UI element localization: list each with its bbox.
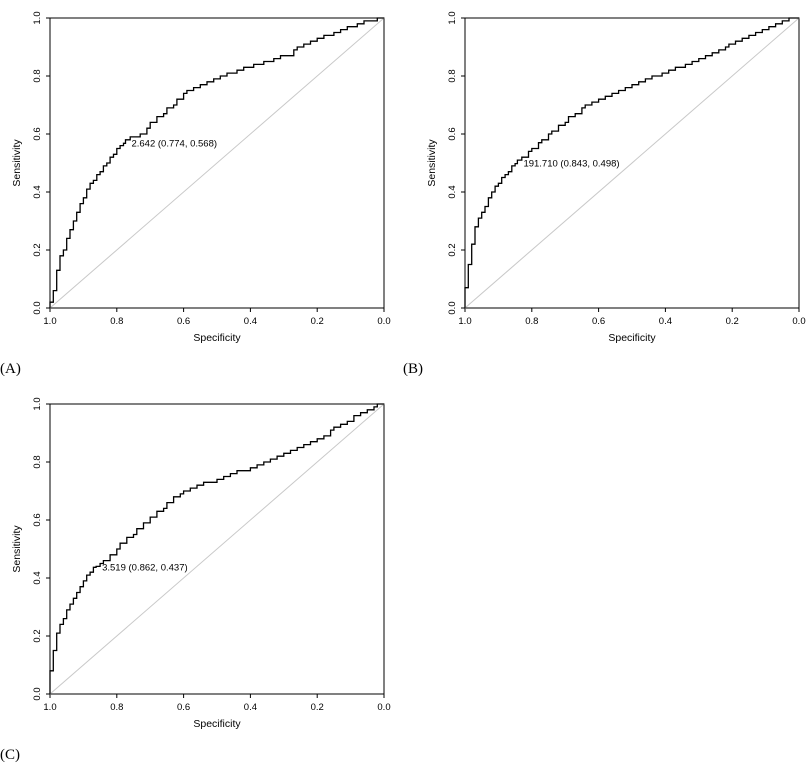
- y-tick-label: 0.6: [447, 127, 458, 140]
- roc-plot-svg: 1.0 0.8 0.6 0.4 0.2 0.0 0.0 0.2 0.4 0.6 0.8 1.0 Spec…: [11, 11, 391, 344]
- x-tick-label: 0.0: [377, 702, 390, 713]
- y-tick-label: 0.6: [32, 513, 43, 526]
- panel-label-a: (A): [0, 361, 21, 377]
- x-tick-label: 0.4: [659, 316, 672, 327]
- panel-label-b: (B): [403, 361, 423, 377]
- x-tick-label: 0.4: [244, 316, 257, 327]
- roc-panel-b: 1.0 0.8 0.6 0.4 0.2 0.0 0.0 0.2 0.4 0.6 0.8 1.0 Spec…: [403, 0, 806, 386]
- y-tick-label: 1.0: [447, 11, 458, 24]
- roc-curve: [464, 17, 799, 308]
- x-tick-label: 0.6: [177, 316, 190, 327]
- x-tick-label: 0.2: [311, 702, 324, 713]
- roc-chart-b: 1.0 0.8 0.6 0.4 0.2 0.0 0.0 0.2 0.4 0.6 0.8 1.0 Spec…: [419, 6, 806, 357]
- cutoff-annotation: 3.519 (0.862, 0.437): [102, 562, 188, 573]
- x-tick-label: 0.6: [592, 316, 605, 327]
- y-tick-label: 1.0: [32, 397, 43, 410]
- y-axis-label: Sensitivity: [11, 139, 23, 187]
- x-axis-label: Specificity: [608, 332, 656, 344]
- y-tick-label: 0.0: [32, 301, 43, 314]
- x-tick-label: 0.8: [110, 316, 123, 327]
- roc-panel-c: 1.0 0.8 0.6 0.4 0.2 0.0 0.0 0.2 0.4 0.6 0.8 1.0 Spec…: [0, 386, 403, 772]
- x-axis-label: Specificity: [193, 332, 241, 344]
- chance-diagonal-line: [49, 403, 385, 695]
- chance-diagonal-line: [49, 17, 385, 309]
- y-tick-label: 0.4: [447, 185, 458, 198]
- roc-plot-svg: 1.0 0.8 0.6 0.4 0.2 0.0 0.0 0.2 0.4 0.6 0.8 1.0 Spec…: [11, 397, 391, 730]
- roc-panel-a: 1.0 0.8 0.6 0.4 0.2 0.0 0.0 0.2 0.4 0.6 0.8 1.0 Spec…: [0, 0, 403, 386]
- x-tick-label: 0.8: [525, 316, 538, 327]
- y-axis-label: Sensitivity: [11, 525, 23, 573]
- y-tick-label: 0.0: [32, 687, 43, 700]
- roc-chart-c: 1.0 0.8 0.6 0.4 0.2 0.0 0.0 0.2 0.4 0.6 0.8 1.0 Spec…: [4, 392, 403, 743]
- y-tick-label: 0.8: [447, 69, 458, 82]
- cutoff-annotation: 2.642 (0.774, 0.568): [131, 138, 217, 149]
- x-tick-label: 1.0: [43, 316, 56, 327]
- y-axis-label: Sensitivity: [426, 139, 438, 187]
- x-tick-label: 0.0: [377, 316, 390, 327]
- roc-plot-svg: 1.0 0.8 0.6 0.4 0.2 0.0 0.0 0.2 0.4 0.6 0.8 1.0 Spec…: [426, 11, 806, 344]
- y-tick-label: 0.4: [32, 185, 43, 198]
- x-tick-label: 1.0: [458, 316, 471, 327]
- roc-curve: [49, 403, 384, 694]
- y-tick-label: 0.6: [32, 127, 43, 140]
- y-tick-label: 0.0: [447, 301, 458, 314]
- roc-chart-a: 1.0 0.8 0.6 0.4 0.2 0.0 0.0 0.2 0.4 0.6 0.8 1.0 Spec…: [4, 6, 403, 357]
- y-tick-label: 0.8: [32, 69, 43, 82]
- y-tick-label: 0.8: [32, 455, 43, 468]
- x-tick-label: 0.2: [311, 316, 324, 327]
- x-tick-label: 0.4: [244, 702, 257, 713]
- y-tick-label: 0.2: [32, 243, 43, 256]
- x-tick-label: 0.0: [792, 316, 805, 327]
- y-tick-label: 0.2: [32, 629, 43, 642]
- x-axis-label: Specificity: [193, 718, 241, 730]
- panel-label-c: (C): [0, 747, 20, 763]
- y-tick-label: 0.2: [447, 243, 458, 256]
- x-tick-label: 0.8: [110, 702, 123, 713]
- x-tick-label: 1.0: [43, 702, 56, 713]
- x-tick-label: 0.2: [726, 316, 739, 327]
- roc-curve: [49, 17, 384, 308]
- y-tick-label: 1.0: [32, 11, 43, 24]
- x-tick-label: 0.6: [177, 702, 190, 713]
- y-tick-label: 0.4: [32, 571, 43, 584]
- chance-diagonal-line: [464, 17, 800, 309]
- cutoff-annotation: 191.710 (0.843, 0.498): [523, 159, 619, 170]
